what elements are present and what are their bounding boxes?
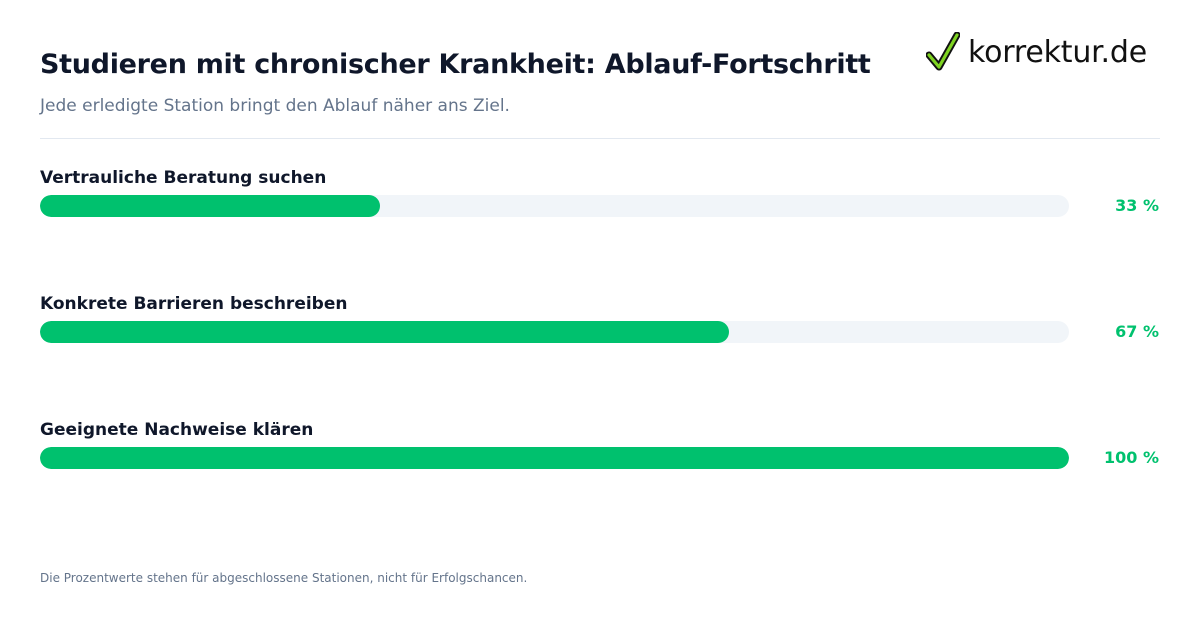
brand-logo[interactable]: korrektur.de bbox=[926, 30, 1147, 74]
progress-value-label: 100 % bbox=[1104, 448, 1159, 467]
progress-label: Geeignete Nachweise klären bbox=[40, 420, 314, 440]
header-divider bbox=[40, 138, 1160, 139]
progress-value-label: 67 % bbox=[1115, 322, 1159, 341]
progress-row: Geeignete Nachweise klären 100 % bbox=[0, 420, 1200, 480]
page-subtitle: Jede erledigte Station bringt den Ablauf… bbox=[40, 96, 510, 116]
checkmark-icon bbox=[926, 32, 960, 71]
progress-track bbox=[40, 447, 1069, 469]
footnote: Die Prozentwerte stehen für abgeschlosse… bbox=[40, 571, 528, 585]
progress-row: Vertrauliche Beratung suchen 33 % bbox=[0, 168, 1200, 228]
progress-label: Konkrete Barrieren beschreiben bbox=[40, 294, 348, 314]
progress-bar bbox=[40, 321, 730, 343]
progress-label: Vertrauliche Beratung suchen bbox=[40, 168, 327, 188]
progress-bar bbox=[40, 447, 1069, 469]
progress-row: Konkrete Barrieren beschreiben 67 % bbox=[0, 294, 1200, 354]
logo-text: korrektur.de bbox=[968, 34, 1147, 70]
progress-bar bbox=[40, 195, 380, 217]
progress-value-label: 33 % bbox=[1115, 196, 1159, 215]
page-title: Studieren mit chronischer Krankheit: Abl… bbox=[40, 49, 871, 80]
progress-track bbox=[40, 195, 1069, 217]
progress-track bbox=[40, 321, 1069, 343]
